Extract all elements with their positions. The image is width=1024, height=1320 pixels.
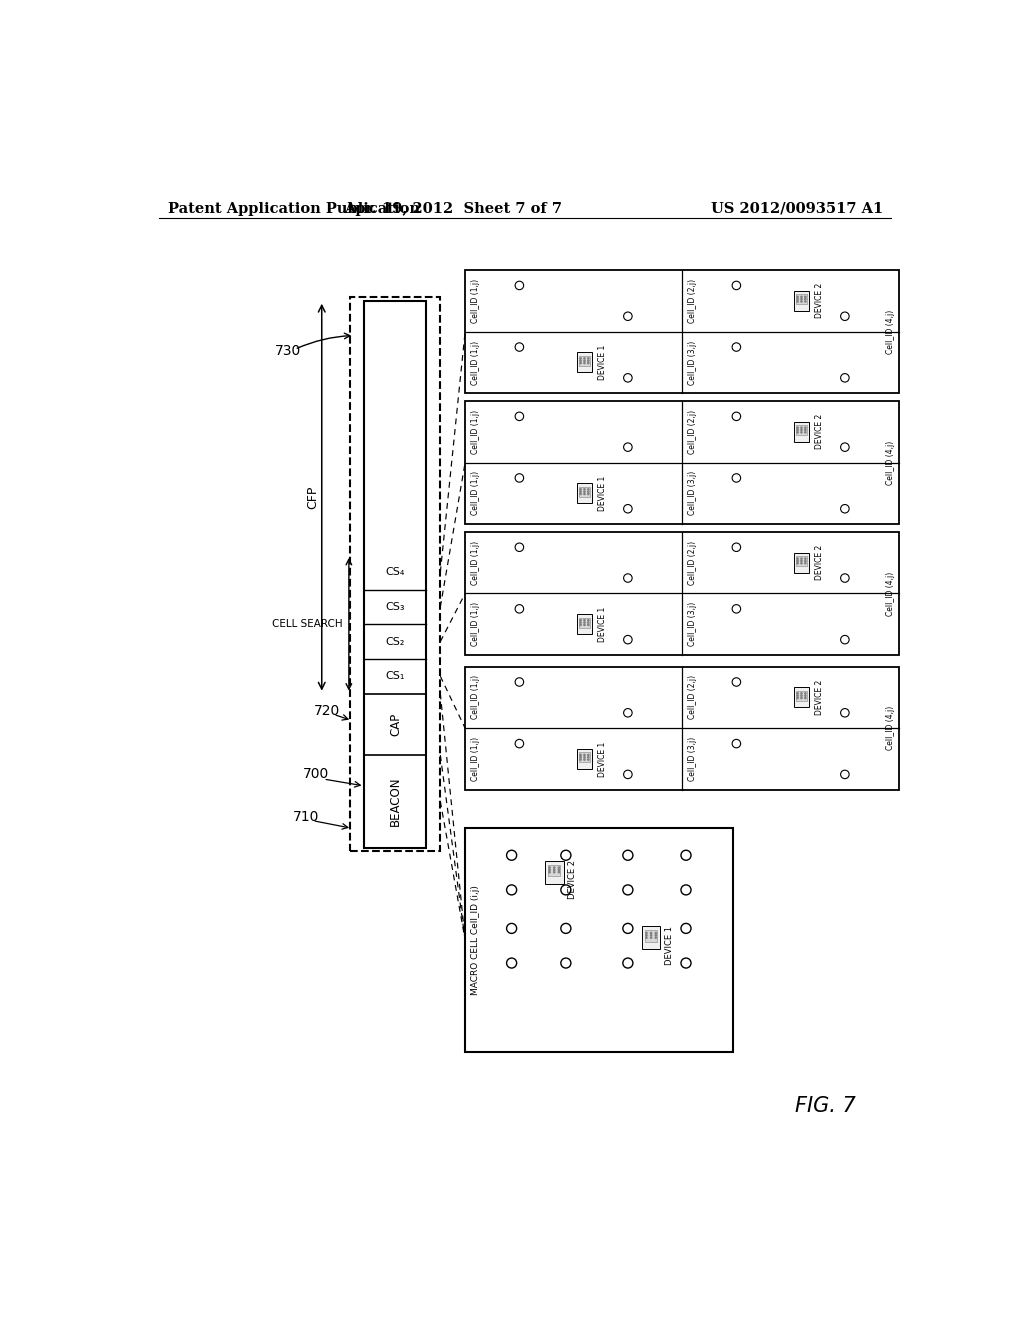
Text: DEVICE 2: DEVICE 2	[815, 545, 824, 581]
Text: CS₂: CS₂	[386, 636, 406, 647]
Text: CS₁: CS₁	[386, 672, 406, 681]
Text: Cell_ID (4,j): Cell_ID (4,j)	[886, 706, 895, 750]
Text: Cell_ID (2,j): Cell_ID (2,j)	[687, 279, 696, 323]
Bar	[794, 422, 809, 442]
Text: DEVICE 2: DEVICE 2	[815, 284, 824, 318]
Text: Cell_ID (3,j): Cell_ID (3,j)	[687, 471, 696, 516]
Text: Cell_ID (1,j): Cell_ID (1,j)	[471, 341, 479, 384]
Bar	[794, 290, 809, 312]
Bar	[577, 483, 592, 503]
Text: Cell_ID (4,j): Cell_ID (4,j)	[886, 572, 895, 615]
Bar	[797, 690, 807, 701]
Text: Cell_ID (4,j): Cell_ID (4,j)	[886, 309, 895, 354]
Text: Cell_ID (3,j): Cell_ID (3,j)	[687, 341, 696, 384]
Text: CS₃: CS₃	[386, 602, 406, 612]
Bar	[465, 401, 899, 524]
Text: CELL SEARCH: CELL SEARCH	[272, 619, 343, 630]
Bar	[465, 667, 899, 789]
Text: Cell_ID (3,j): Cell_ID (3,j)	[687, 737, 696, 781]
Text: Cell_ID (2,j): Cell_ID (2,j)	[687, 541, 696, 585]
Text: FIG. 7: FIG. 7	[795, 1096, 856, 1115]
Text: Patent Application Publication: Patent Application Publication	[168, 202, 420, 215]
Text: MACRO CELL Cell_ID (i,j): MACRO CELL Cell_ID (i,j)	[471, 884, 480, 995]
Bar	[642, 927, 660, 949]
Bar	[580, 752, 590, 763]
Bar	[365, 301, 426, 847]
Text: DEVICE 1: DEVICE 1	[598, 475, 607, 511]
Text: Cell_ID (4,j): Cell_ID (4,j)	[886, 441, 895, 484]
Bar	[797, 556, 807, 566]
Text: Cell_ID (1,j): Cell_ID (1,j)	[471, 541, 479, 585]
Bar	[577, 352, 592, 372]
Bar	[465, 829, 732, 1052]
Bar	[645, 931, 657, 942]
Text: DEVICE 1: DEVICE 1	[665, 925, 674, 965]
Text: Cell_ID (3,j): Cell_ID (3,j)	[687, 602, 696, 647]
Text: 700: 700	[302, 767, 329, 781]
Text: US 2012/0093517 A1: US 2012/0093517 A1	[712, 202, 884, 215]
Text: CAP: CAP	[389, 713, 401, 737]
Text: Cell_ID (1,j): Cell_ID (1,j)	[471, 602, 479, 647]
Text: Cell_ID (2,j): Cell_ID (2,j)	[687, 676, 696, 719]
Bar	[545, 861, 563, 884]
Bar	[350, 297, 440, 851]
Text: DEVICE 2: DEVICE 2	[815, 680, 824, 715]
Bar	[797, 425, 807, 436]
Bar	[465, 271, 899, 393]
Bar	[794, 553, 809, 573]
Bar	[580, 618, 590, 628]
Bar	[797, 294, 807, 305]
Bar	[577, 748, 592, 770]
Text: 710: 710	[293, 809, 319, 824]
Text: DEVICE 1: DEVICE 1	[598, 345, 607, 380]
Text: BEACON: BEACON	[389, 776, 401, 826]
Bar	[794, 688, 809, 708]
Text: DEVICE 2: DEVICE 2	[568, 861, 578, 899]
Text: DEVICE 1: DEVICE 1	[598, 742, 607, 776]
Bar	[577, 614, 592, 635]
Text: CS₄: CS₄	[386, 568, 406, 577]
Text: Cell_ID (1,j): Cell_ID (1,j)	[471, 409, 479, 454]
Text: Cell_ID (1,j): Cell_ID (1,j)	[471, 279, 479, 323]
Text: Cell_ID (1,j): Cell_ID (1,j)	[471, 676, 479, 719]
Text: 720: 720	[314, 705, 340, 718]
Bar	[580, 487, 590, 496]
Text: 730: 730	[275, 345, 301, 358]
Bar	[580, 356, 590, 366]
Text: Apr. 19, 2012  Sheet 7 of 7: Apr. 19, 2012 Sheet 7 of 7	[344, 202, 562, 215]
Bar	[465, 532, 899, 655]
Text: Cell_ID (1,j): Cell_ID (1,j)	[471, 471, 479, 515]
Text: DEVICE 2: DEVICE 2	[815, 414, 824, 449]
Text: DEVICE 1: DEVICE 1	[598, 607, 607, 642]
Text: Cell_ID (2,j): Cell_ID (2,j)	[687, 409, 696, 454]
Text: CFP: CFP	[306, 486, 318, 510]
Text: Cell_ID (1,j): Cell_ID (1,j)	[471, 737, 479, 781]
Bar	[548, 865, 560, 876]
